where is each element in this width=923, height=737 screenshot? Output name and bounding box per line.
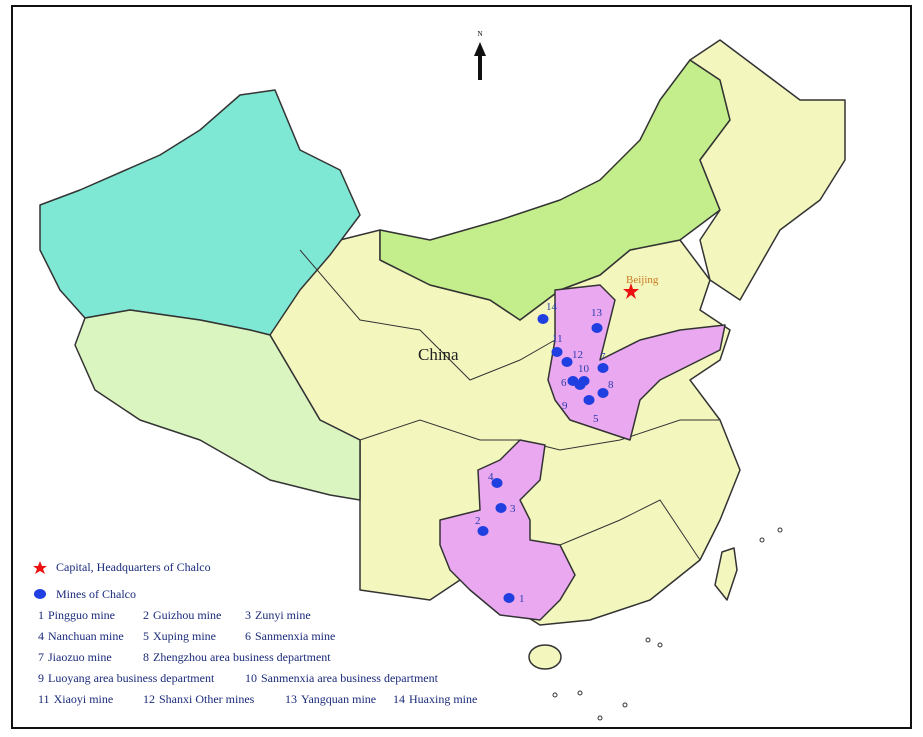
legend-number: 9: [38, 671, 44, 685]
guizhou-guangxi: [439, 439, 576, 621]
mine-number: 4: [488, 471, 494, 483]
legend-name: Shanxi Other mines: [159, 692, 255, 706]
mine-number: 1: [519, 593, 525, 605]
legend-name: Huaxing mine: [409, 692, 477, 706]
legend-name: Sanmenxia area business department: [261, 671, 439, 685]
legend-item: 8 Zhengzhou area business department: [143, 650, 331, 664]
legend-number: 6: [245, 629, 251, 643]
legend-name: Zhengzhou area business department: [153, 650, 331, 664]
mine-dot: [561, 357, 573, 367]
legend-name: Sanmenxia mine: [255, 629, 335, 643]
legend-number: 7: [38, 650, 44, 664]
legend-name: Pingguo mine: [48, 608, 115, 622]
mine-dot: [583, 395, 595, 405]
islands: [552, 527, 783, 721]
country-label: China: [418, 345, 459, 364]
mine-dot: [537, 314, 549, 324]
mine-dot: [495, 503, 507, 513]
legend-item: 5 Xuping mine: [143, 629, 216, 643]
legend-number: 3: [245, 608, 251, 622]
northeast: [689, 39, 846, 301]
legend-item: 13 Yangquan mine: [285, 692, 376, 706]
legend-name: Xuping mine: [153, 629, 216, 643]
legend-list: 1 Pingguo mine 2 Guizhou mine 3 Zunyi mine 4 Na…: [38, 608, 477, 706]
border: [299, 249, 556, 381]
legend-number: 1: [38, 608, 44, 622]
capital-label: Beijing: [626, 274, 659, 286]
mine-number: 11: [552, 333, 563, 345]
mine-dot: [597, 363, 609, 373]
legend-number: 4: [38, 629, 44, 643]
mine-number: 9: [562, 400, 568, 412]
legend-item: 7 Jiaozuo mine: [38, 650, 112, 664]
mine-number: 3: [510, 503, 516, 515]
mine-number: 12: [572, 349, 583, 361]
mine-number: 13: [591, 307, 603, 319]
legend-name: Yangquan mine: [301, 692, 376, 706]
mine-dot: [591, 323, 603, 333]
legend-item: 9 Luoyang area business department: [38, 671, 215, 685]
capital-star: [623, 283, 639, 299]
mine-dot: [551, 347, 563, 357]
legend-name: Luoyang area business department: [48, 671, 215, 685]
mine-number: 8: [608, 379, 614, 391]
north-label: N: [477, 30, 482, 38]
legend-name: Zunyi mine: [255, 608, 311, 622]
mine-number: 6: [561, 377, 567, 389]
tibet: [74, 309, 361, 501]
mine-number: 14: [546, 301, 558, 313]
legend-item: 14 Huaxing mine: [393, 692, 477, 706]
legend-item: 10 Sanmenxia area business department: [245, 671, 439, 685]
border: [559, 499, 701, 561]
mine-dot: [503, 593, 515, 603]
legend-item: 6 Sanmenxia mine: [245, 629, 335, 643]
taiwan: [714, 547, 738, 601]
legend-item: 2 Guizhou mine: [143, 608, 221, 622]
mine-number: 7: [600, 351, 606, 363]
hainan: [528, 644, 562, 670]
legend-item: 3 Zunyi mine: [245, 608, 311, 622]
legend-star: [33, 561, 47, 574]
legend-dot: [34, 589, 46, 599]
legend-item: 11 Xiaoyi mine: [38, 692, 113, 706]
legend-name: Jiaozuo mine: [48, 650, 112, 664]
legend-item: 12 Shanxi Other mines: [143, 692, 255, 706]
legend-number: 12: [143, 692, 155, 706]
mine-number: 2: [475, 515, 481, 527]
legend-number: 2: [143, 608, 149, 622]
legend-item: 4 Nanchuan mine: [38, 629, 124, 643]
legend-number: 14: [393, 692, 405, 706]
legend-item: 1 Pingguo mine: [38, 608, 115, 622]
legend-number: 11: [38, 692, 50, 706]
legend-number: 8: [143, 650, 149, 664]
legend-number: 13: [285, 692, 297, 706]
legend-name: Nanchuan mine: [48, 629, 124, 643]
north-arrow: N: [474, 30, 486, 80]
mine-number: 10: [578, 363, 590, 375]
mine-dot: [597, 388, 609, 398]
legend-mines: Mines of Chalco: [56, 587, 136, 601]
legend-capital: Capital, Headquarters of Chalco: [56, 560, 211, 574]
legend-name: Guizhou mine: [153, 608, 221, 622]
mine-dot: [578, 376, 590, 386]
mine-number: 5: [593, 413, 599, 425]
legend-name: Xiaoyi mine: [54, 692, 114, 706]
mine-dot: [477, 526, 489, 536]
mine-dot: [491, 478, 503, 488]
legend-number: 10: [245, 671, 257, 685]
legend-number: 5: [143, 629, 149, 643]
